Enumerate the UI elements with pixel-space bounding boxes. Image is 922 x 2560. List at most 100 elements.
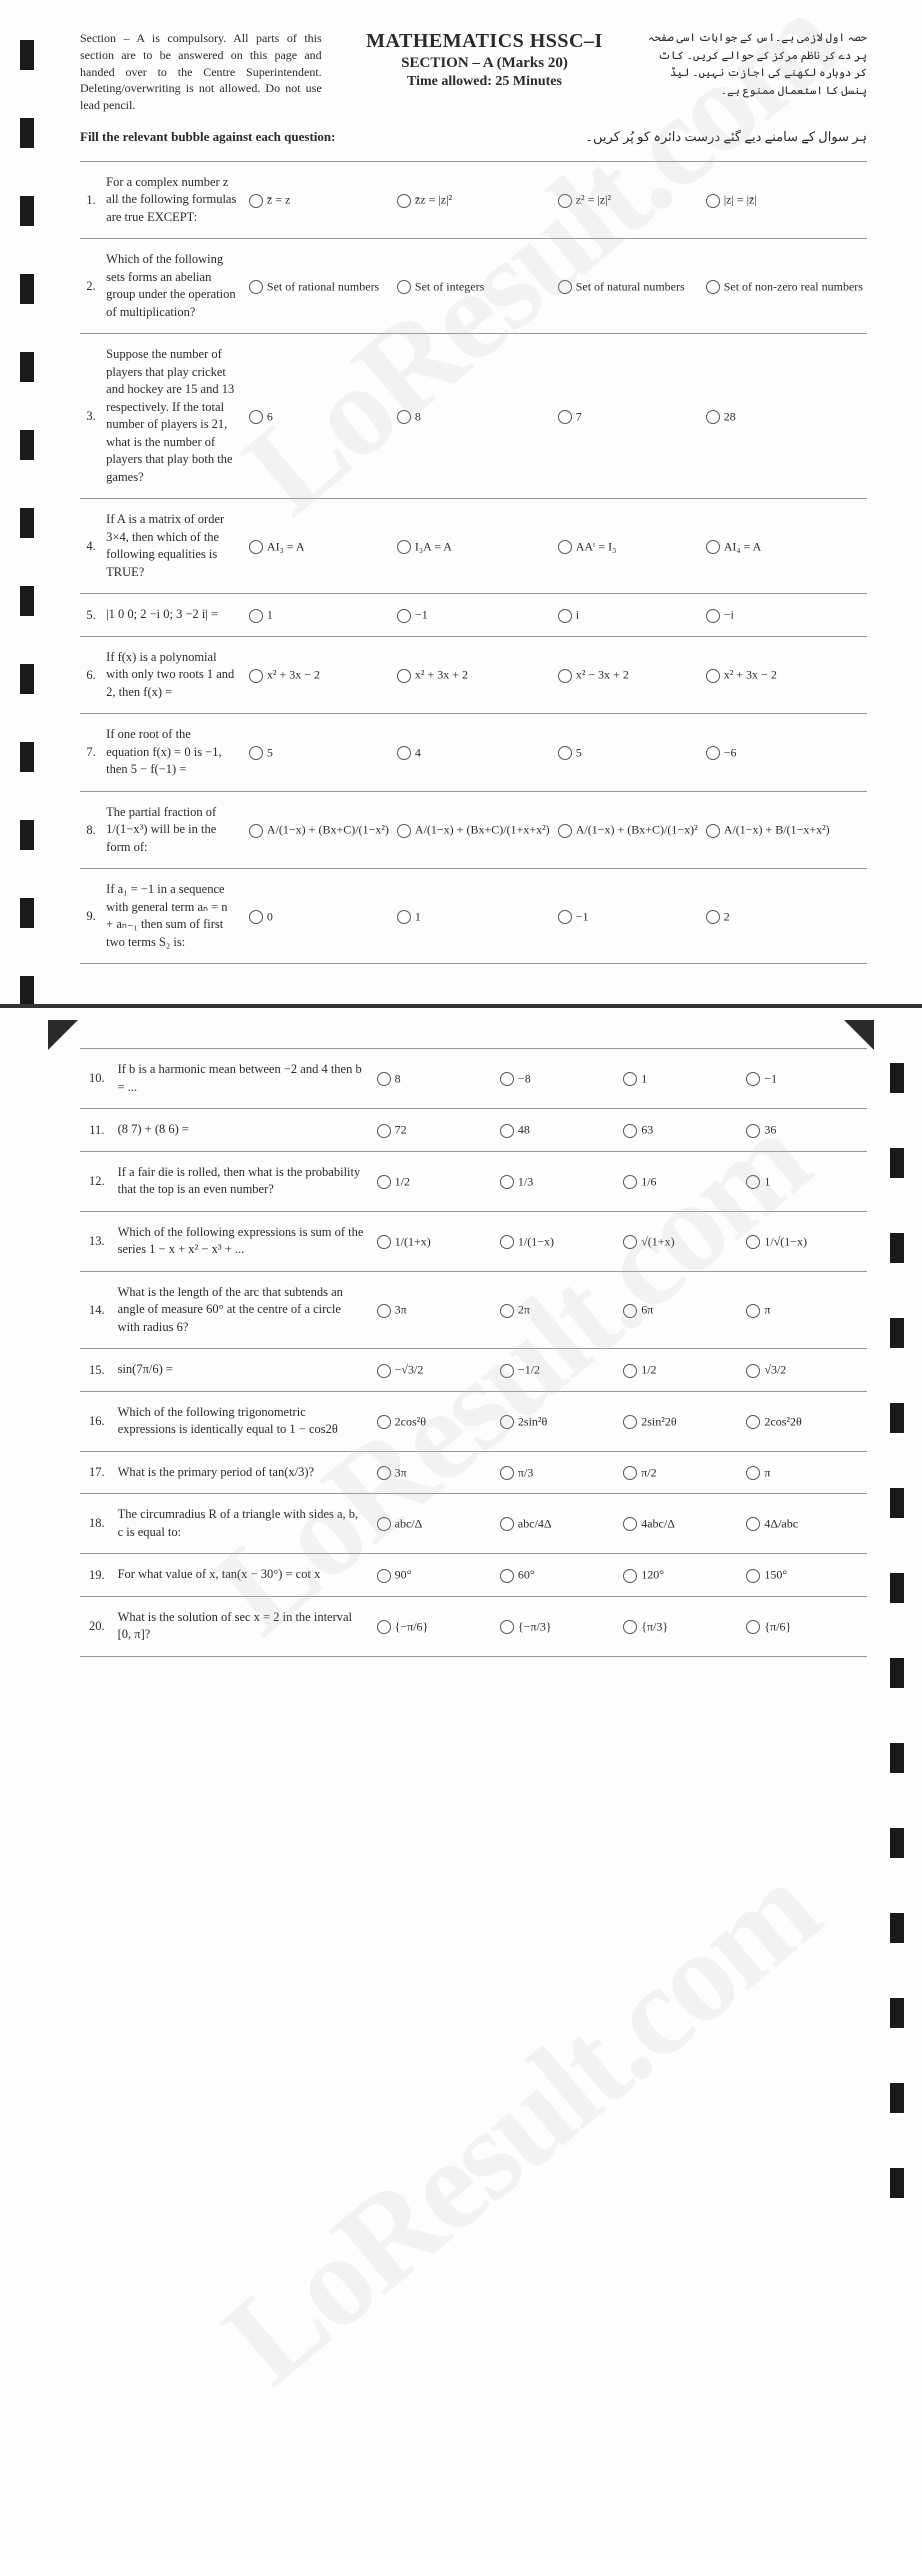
bubble-icon[interactable] — [249, 410, 263, 424]
bubble-icon[interactable] — [623, 1569, 637, 1583]
bubble-icon[interactable] — [500, 1415, 514, 1429]
bubble-icon[interactable] — [249, 280, 263, 294]
bubble-icon[interactable] — [623, 1304, 637, 1318]
bubble-icon[interactable] — [500, 1569, 514, 1583]
bubble-icon[interactable] — [377, 1620, 391, 1634]
bubble-icon[interactable] — [377, 1304, 391, 1318]
option-text: A/(1−x) + (Bx+C)/(1−x²) — [267, 823, 389, 837]
instruction-urdu: ہر سوال کے سامنے دیے گئے درست دائرہ کو پ… — [585, 129, 867, 145]
option-text: AI₃ = A — [267, 539, 305, 553]
bubble-icon[interactable] — [746, 1415, 760, 1429]
bubble-icon[interactable] — [397, 194, 411, 208]
bubble-icon[interactable] — [558, 410, 572, 424]
bubble-icon[interactable] — [746, 1620, 760, 1634]
bubble-icon[interactable] — [397, 910, 411, 924]
question-number: 18. — [80, 1494, 114, 1554]
bubble-icon[interactable] — [500, 1175, 514, 1189]
question-number: 20. — [80, 1596, 114, 1656]
question-number: 15. — [80, 1349, 114, 1392]
bubble-icon[interactable] — [377, 1235, 391, 1249]
question-number: 4. — [80, 499, 102, 594]
bubble-icon[interactable] — [746, 1569, 760, 1583]
bubble-icon[interactable] — [746, 1124, 760, 1138]
bubble-icon[interactable] — [397, 669, 411, 683]
bubble-icon[interactable] — [397, 280, 411, 294]
bubble-icon[interactable] — [397, 540, 411, 554]
option-text: 36 — [764, 1123, 776, 1137]
bubble-icon[interactable] — [377, 1175, 391, 1189]
bubble-icon[interactable] — [558, 280, 572, 294]
bubble-icon[interactable] — [746, 1072, 760, 1086]
bubble-icon[interactable] — [706, 540, 720, 554]
bubble-icon[interactable] — [377, 1569, 391, 1583]
bubble-icon[interactable] — [500, 1124, 514, 1138]
bubble-icon[interactable] — [377, 1364, 391, 1378]
bubble-icon[interactable] — [377, 1517, 391, 1531]
bubble-icon[interactable] — [623, 1415, 637, 1429]
bubble-icon[interactable] — [706, 910, 720, 924]
bubble-icon[interactable] — [397, 410, 411, 424]
bubble-icon[interactable] — [623, 1235, 637, 1249]
bubble-icon[interactable] — [706, 410, 720, 424]
bubble-icon[interactable] — [377, 1124, 391, 1138]
bubble-icon[interactable] — [249, 540, 263, 554]
bubble-icon[interactable] — [500, 1072, 514, 1086]
option-b: 4 — [393, 714, 554, 792]
bubble-icon[interactable] — [706, 194, 720, 208]
option-text: Set of natural numbers — [576, 279, 685, 293]
bubble-icon[interactable] — [746, 1235, 760, 1249]
bubble-icon[interactable] — [558, 824, 572, 838]
bubble-icon[interactable] — [558, 746, 572, 760]
option-c: Set of natural numbers — [554, 239, 702, 334]
bubble-icon[interactable] — [623, 1517, 637, 1531]
bubble-icon[interactable] — [746, 1517, 760, 1531]
bubble-icon[interactable] — [623, 1072, 637, 1086]
bubble-icon[interactable] — [706, 609, 720, 623]
bubble-icon[interactable] — [249, 910, 263, 924]
bubble-icon[interactable] — [249, 824, 263, 838]
bubble-icon[interactable] — [558, 194, 572, 208]
bubble-icon[interactable] — [706, 746, 720, 760]
bubble-icon[interactable] — [249, 194, 263, 208]
bubble-icon[interactable] — [746, 1175, 760, 1189]
bubble-icon[interactable] — [500, 1304, 514, 1318]
bubble-icon[interactable] — [249, 746, 263, 760]
bubble-icon[interactable] — [623, 1124, 637, 1138]
bubble-icon[interactable] — [500, 1517, 514, 1531]
bubble-icon[interactable] — [706, 280, 720, 294]
option-b: 8 — [393, 334, 554, 499]
bubble-icon[interactable] — [377, 1466, 391, 1480]
bubble-icon[interactable] — [746, 1466, 760, 1480]
time-allowed: Time allowed: 25 Minutes — [342, 74, 628, 90]
question-row: 10.If b is a harmonic mean between −2 an… — [80, 1049, 867, 1109]
bubble-icon[interactable] — [558, 910, 572, 924]
punch-hole — [890, 1403, 904, 1433]
bubble-icon[interactable] — [377, 1072, 391, 1086]
bubble-icon[interactable] — [558, 540, 572, 554]
bubble-icon[interactable] — [706, 669, 720, 683]
bubble-icon[interactable] — [706, 824, 720, 838]
bubble-icon[interactable] — [623, 1175, 637, 1189]
punch-hole — [890, 1318, 904, 1348]
option-c: i — [554, 594, 702, 637]
bubble-icon[interactable] — [249, 609, 263, 623]
bubble-icon[interactable] — [623, 1364, 637, 1378]
bubble-icon[interactable] — [397, 609, 411, 623]
bubble-icon[interactable] — [746, 1304, 760, 1318]
bubble-icon[interactable] — [500, 1620, 514, 1634]
bubble-icon[interactable] — [623, 1620, 637, 1634]
bubble-icon[interactable] — [558, 609, 572, 623]
bubble-icon[interactable] — [397, 746, 411, 760]
bubble-icon[interactable] — [377, 1415, 391, 1429]
option-a: 5 — [245, 714, 393, 792]
bubble-icon[interactable] — [623, 1466, 637, 1480]
bubble-icon[interactable] — [500, 1364, 514, 1378]
option-c: 63 — [619, 1109, 742, 1152]
bubble-icon[interactable] — [558, 669, 572, 683]
bubble-icon[interactable] — [746, 1364, 760, 1378]
bubble-icon[interactable] — [249, 669, 263, 683]
bubble-icon[interactable] — [500, 1466, 514, 1480]
bubble-icon[interactable] — [500, 1235, 514, 1249]
option-text: 4abc/Δ — [641, 1517, 675, 1531]
bubble-icon[interactable] — [397, 824, 411, 838]
